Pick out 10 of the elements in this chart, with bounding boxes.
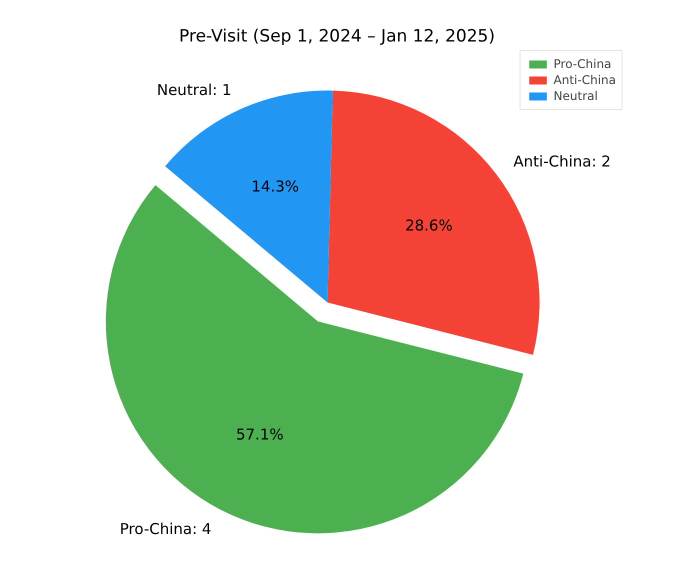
text: 57.1% [236, 426, 284, 444]
legend-label: Anti-China [554, 73, 616, 87]
text: 28.6% [405, 216, 453, 235]
data-label: Neutral: 1 [156, 80, 232, 99]
data-label: Pro-China: 4 [120, 520, 212, 538]
chart-title: Pre-Visit (Sep 1, 2024 – Jan 12, 2025) [178, 26, 496, 46]
legend-label: Neutral [554, 89, 598, 103]
text: 14.3% [251, 178, 300, 196]
legend-label: Pro-China [554, 57, 612, 71]
data-label: Anti-China: 2 [513, 152, 611, 171]
